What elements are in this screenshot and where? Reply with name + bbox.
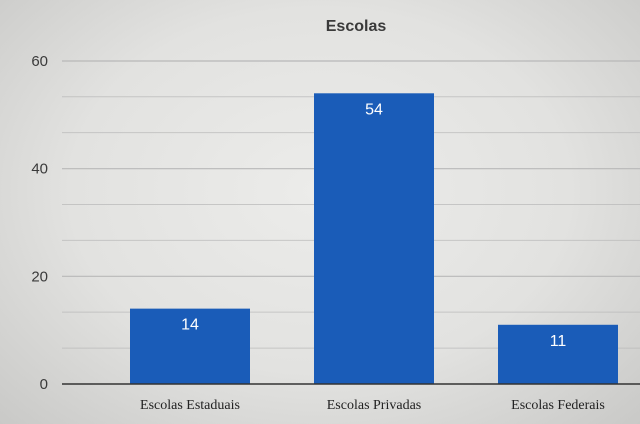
- data-label: 54: [365, 101, 383, 118]
- x-axis: Escolas Estaduais Escolas Privadas Escolas…: [62, 383, 640, 413]
- data-label: 11: [550, 333, 567, 350]
- y-axis: 0 20 40 60: [31, 53, 48, 393]
- bars: 14 54 11: [130, 93, 618, 385]
- x-tick-label: Escolas Federais: [511, 398, 605, 413]
- y-tick-label: 20: [31, 268, 48, 285]
- bar: [498, 324, 618, 384]
- y-tick-label: 60: [31, 53, 48, 70]
- y-tick-label: 40: [31, 161, 48, 178]
- data-label: 14: [181, 317, 199, 334]
- bar: [314, 93, 434, 385]
- chart-title: Escolas: [326, 18, 387, 35]
- x-tick-label: Escolas Estaduais: [140, 398, 240, 413]
- bar: [130, 308, 250, 384]
- y-tick-label: 0: [40, 376, 48, 393]
- x-tick-label: Escolas Privadas: [327, 398, 421, 413]
